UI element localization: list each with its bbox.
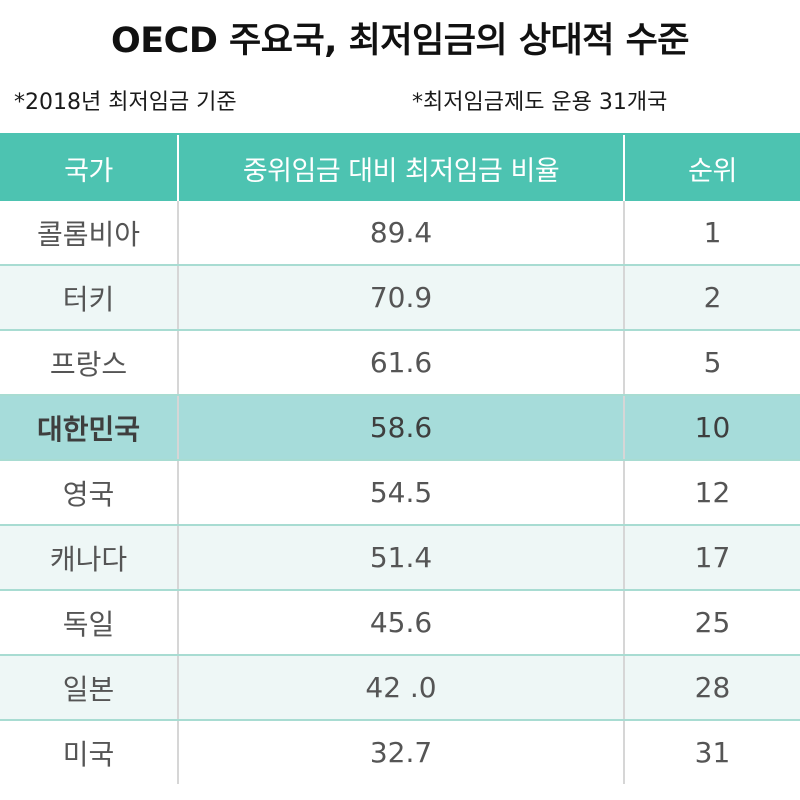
table-row: 미국 32.7 31 — [0, 720, 800, 784]
note-basis: *2018년 최저임금 기준 — [14, 90, 237, 115]
cell-ratio: 42 .0 — [177, 655, 624, 721]
cell-country: 영국 — [0, 460, 178, 526]
notes: *2018년 최저임금 기준 *최저임금제도 운용 31개국 — [0, 84, 800, 118]
cell-country: 캐나다 — [0, 525, 178, 591]
table-row: 콜롬비아 89.4 1 — [0, 201, 800, 266]
cell-ratio: 89.4 — [177, 201, 624, 266]
table-header-row: 국가 중위임금 대비 최저임금 비율 순위 — [0, 133, 800, 201]
cell-rank: 25 — [623, 590, 800, 656]
table-row: 대한민국 58.6 10 — [0, 395, 800, 461]
cell-ratio: 54.5 — [177, 460, 624, 526]
cell-country: 터키 — [0, 265, 178, 331]
cell-ratio: 70.9 — [177, 265, 624, 331]
cell-rank: 28 — [623, 655, 800, 721]
table-row: 터키 70.9 2 — [0, 265, 800, 331]
table-row: 영국 54.5 12 — [0, 460, 800, 526]
header-rank: 순위 — [623, 133, 800, 201]
cell-rank: 2 — [623, 265, 800, 331]
table-row: 프랑스 61.6 5 — [0, 330, 800, 396]
table-row: 독일 45.6 25 — [0, 590, 800, 656]
header-country: 국가 — [0, 133, 178, 201]
cell-ratio: 51.4 — [177, 525, 624, 591]
table-row: 캐나다 51.4 17 — [0, 525, 800, 591]
cell-country: 콜롬비아 — [0, 201, 178, 266]
cell-ratio: 45.6 — [177, 590, 624, 656]
cell-country: 프랑스 — [0, 330, 178, 396]
cell-rank: 17 — [623, 525, 800, 591]
cell-rank: 1 — [623, 201, 800, 266]
cell-country: 대한민국 — [0, 395, 178, 461]
cell-country: 미국 — [0, 720, 178, 784]
note-scope: *최저임금제도 운용 31개국 — [412, 90, 668, 115]
minimum-wage-table: 국가 중위임금 대비 최저임금 비율 순위 콜롬비아 89.4 1 터키 70.9 2 프랑… — [0, 133, 800, 784]
table-body: 콜롬비아 89.4 1 터키 70.9 2 프랑스 61.6 5 대한민국 58.6 10 영국 54.5… — [0, 201, 800, 784]
table-row: 일본 42 .0 28 — [0, 655, 800, 721]
cell-ratio: 58.6 — [177, 395, 624, 461]
cell-rank: 31 — [623, 720, 800, 784]
page-title: OECD 주요국, 최저임금의 상대적 수준 — [110, 21, 690, 61]
cell-ratio: 61.6 — [177, 330, 624, 396]
cell-country: 독일 — [0, 590, 178, 656]
cell-rank: 10 — [623, 395, 800, 461]
cell-rank: 12 — [623, 460, 800, 526]
header-ratio: 중위임금 대비 최저임금 비율 — [177, 133, 624, 201]
cell-country: 일본 — [0, 655, 178, 721]
cell-ratio: 32.7 — [177, 720, 624, 784]
cell-rank: 5 — [623, 330, 800, 396]
